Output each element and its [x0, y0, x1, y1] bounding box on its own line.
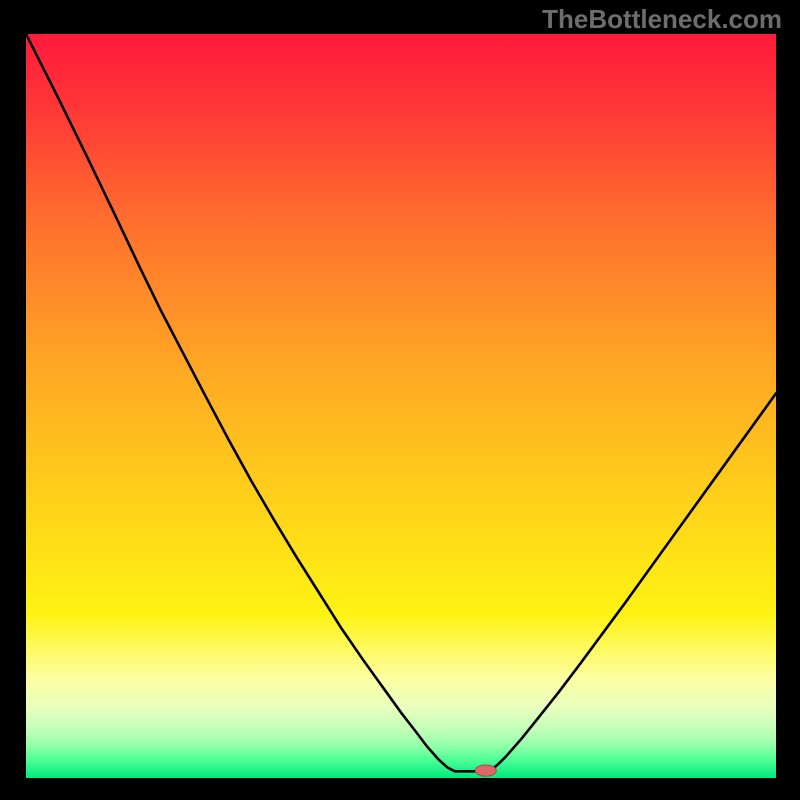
plot-area: [26, 34, 776, 778]
plot-svg: [26, 34, 776, 778]
chart-stage: TheBottleneck.com: [0, 0, 800, 800]
gradient-background: [26, 34, 776, 778]
watermark-text: TheBottleneck.com: [542, 4, 782, 35]
optimal-marker: [475, 765, 496, 776]
